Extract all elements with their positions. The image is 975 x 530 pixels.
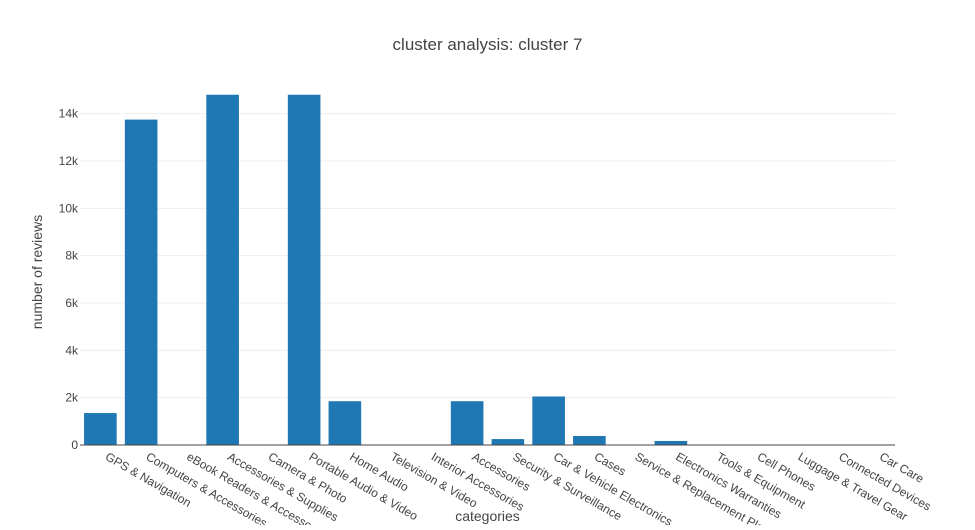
x-axis-title: categories [455,508,520,524]
y-tick-label: 4k [65,343,79,357]
y-tick-label: 6k [65,296,79,310]
bar [654,440,688,445]
bar [450,401,484,445]
y-tick-label: 10k [59,201,79,215]
y-tick-label: 14k [59,107,79,121]
bar [532,396,565,445]
bar [124,119,158,445]
bar [328,401,362,445]
y-tick-label: 12k [59,154,79,168]
bar [573,436,606,445]
bar [491,439,525,445]
bar [287,94,321,445]
y-axis-title: number of reviews [29,215,45,329]
y-tick-label: 8k [65,249,79,263]
chart-title: cluster analysis: cluster 7 [393,35,583,54]
bar [206,94,239,445]
bar [84,413,117,445]
bars [84,94,688,446]
y-tick-labels: 0 2k 4k 6k 8k 10k 12k 14k [59,107,79,452]
y-tick-label: 2k [65,391,79,405]
gridlines [80,113,895,399]
y-tick-label: 0 [71,438,78,452]
